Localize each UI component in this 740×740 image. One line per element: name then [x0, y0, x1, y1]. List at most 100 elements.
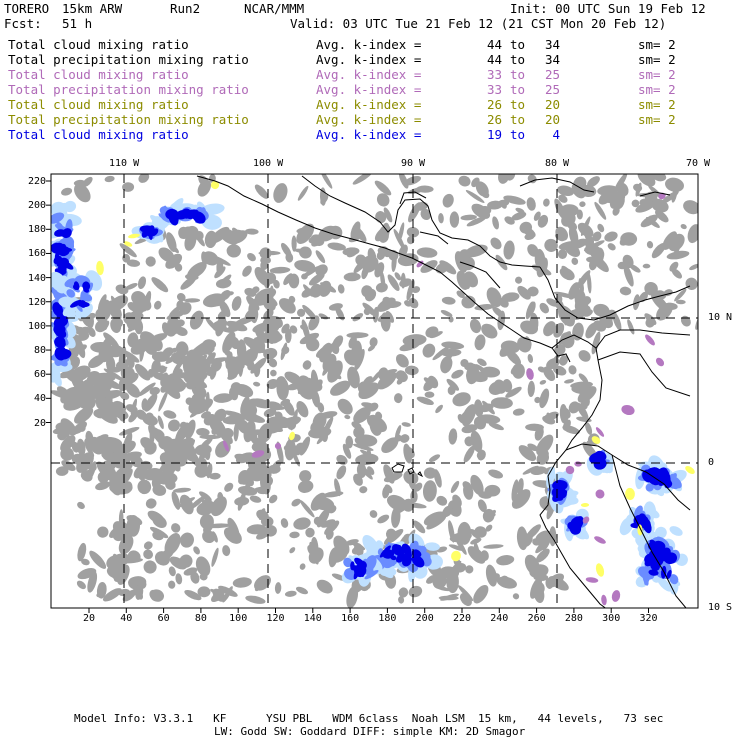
cloud-cell — [103, 378, 121, 390]
cloud-cell — [480, 550, 489, 561]
cloud-cell — [216, 257, 224, 276]
cloud-cell — [470, 537, 482, 545]
cloud-cell — [469, 529, 481, 539]
cloud-cell — [291, 235, 297, 252]
cloud-cell — [571, 385, 590, 395]
cloud-cell — [391, 252, 397, 272]
legend-row: Total precipitation mixing ratio Avg. k-i… — [8, 112, 708, 127]
yellow-cell — [625, 487, 635, 501]
cloud-cell — [96, 591, 105, 598]
cloud-cell — [449, 211, 460, 228]
legend-avg: Avg. k-index = — [316, 67, 422, 82]
cloud-cell — [485, 524, 493, 532]
purple-cell — [526, 368, 534, 380]
cloud-cell — [280, 518, 289, 528]
purple-cell — [611, 590, 621, 602]
cloud-cell — [398, 587, 409, 598]
cloud-cell — [460, 214, 477, 221]
cloud-cell — [345, 435, 354, 449]
cloud-cell — [299, 375, 310, 382]
cloud-cell — [427, 375, 439, 389]
cloud-cell — [179, 226, 192, 239]
cloud-cell — [354, 348, 365, 371]
cloud-cell — [104, 175, 115, 183]
cloud-cell — [372, 306, 379, 323]
legend-sm: sm= 2 — [638, 67, 676, 82]
cloud-cell — [310, 369, 319, 394]
x-index-label: 80 — [194, 613, 207, 624]
cloud-cell — [251, 286, 260, 294]
cloud-cell — [185, 273, 199, 281]
cloud-cell — [344, 414, 351, 420]
blue-cell — [192, 211, 206, 224]
cloud-cell — [283, 273, 293, 286]
cloud-cell — [369, 337, 378, 347]
cloud-cell — [143, 290, 152, 312]
legend-label: Total cloud mixing ratio — [8, 97, 189, 112]
cloud-cell — [568, 225, 579, 246]
cloud-cell — [482, 400, 495, 415]
legend-avg: Avg. k-index = — [316, 127, 422, 142]
cloud-cell — [369, 510, 378, 518]
cloud-cell — [251, 442, 263, 452]
lon-label-80w: 80 W — [544, 158, 570, 169]
cloud-cell — [296, 401, 309, 418]
cloud-cell — [559, 355, 568, 366]
blue-cell — [52, 302, 64, 317]
cloud-cell — [510, 364, 522, 375]
cloud-cell — [98, 299, 112, 322]
gulf-coast — [301, 175, 541, 268]
cloud-cell — [527, 380, 535, 397]
cloud-cell — [429, 331, 443, 339]
cloud-cell — [263, 347, 278, 360]
model-name: TORERO — [4, 1, 50, 16]
x-index-label: 60 — [157, 613, 170, 624]
cloud-cell — [593, 320, 607, 332]
cloud-cell — [348, 335, 357, 349]
cloud-cell — [166, 232, 177, 252]
cloud-cell — [461, 295, 476, 309]
cloud-cell — [312, 496, 335, 511]
blue-cell — [597, 451, 607, 461]
cloud-cell — [539, 302, 550, 314]
cloud-cell — [168, 566, 176, 577]
yucatan-coast — [399, 191, 427, 205]
cloud-cell — [175, 573, 183, 585]
cloud-cell — [294, 447, 303, 456]
cloud-cell — [428, 454, 441, 463]
cloud-cell — [183, 298, 201, 303]
cloud-cell — [289, 325, 298, 334]
purple-cell — [595, 489, 605, 499]
cloud-cell — [400, 272, 406, 289]
cloud-cell — [175, 422, 190, 444]
cloud-cell — [209, 472, 221, 480]
cloud-cell — [440, 356, 453, 374]
cloud-cell — [318, 225, 337, 242]
cloud-cell — [131, 291, 146, 305]
cloud-cell — [440, 310, 453, 317]
cloud-cell — [471, 177, 480, 188]
cloud-cell — [145, 498, 157, 509]
blue-cell — [648, 569, 659, 576]
cloud-cell — [72, 421, 87, 435]
cloud-cell — [337, 398, 353, 415]
light-blue-cell — [546, 466, 556, 489]
cloud-cell — [353, 255, 370, 274]
cloud-cell — [184, 589, 202, 601]
cloud-mixing-layer — [51, 174, 698, 608]
cloud-cell — [60, 447, 74, 461]
cloud-cell — [377, 514, 390, 524]
cloud-cell — [269, 266, 291, 274]
cloud-cell — [506, 349, 521, 366]
cloud-cell — [97, 526, 109, 538]
cloud-cell — [119, 391, 130, 400]
cloud-cell — [316, 579, 333, 594]
coastlines — [196, 175, 691, 608]
cloud-cell — [252, 486, 266, 493]
cloud-cell — [166, 324, 177, 337]
cloud-cell — [435, 404, 443, 414]
cloud-cell — [399, 341, 421, 352]
cloud-cell — [564, 379, 574, 384]
cloud-cell — [438, 213, 444, 224]
cloud-cell — [84, 436, 96, 449]
